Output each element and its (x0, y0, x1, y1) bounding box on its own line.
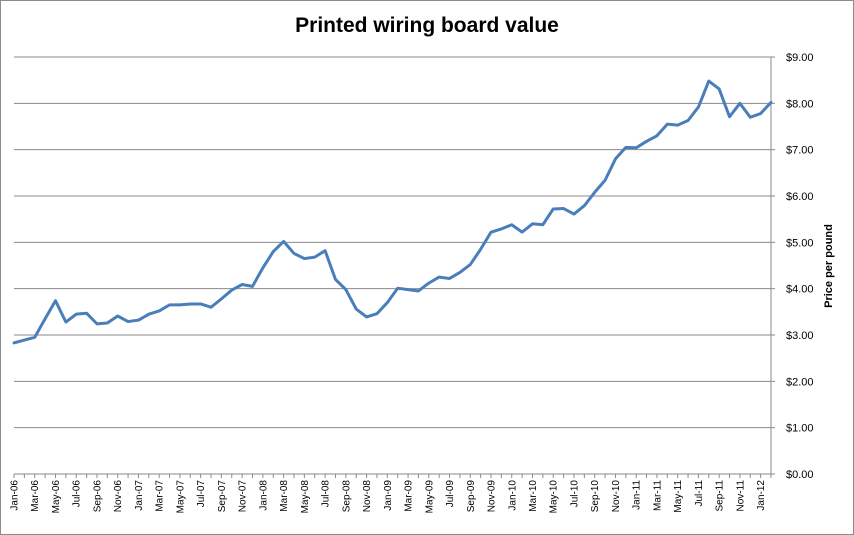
y-tick-label: $7.00 (786, 145, 814, 157)
series-line (12, 79, 773, 345)
y-tick-label: $0.00 (786, 469, 814, 481)
y-tick-label: $8.00 (786, 98, 814, 110)
x-tick-label: Jul-10 (569, 480, 580, 508)
x-tick-label: Sep-11 (715, 480, 726, 512)
x-tick-label: Jan-11 (632, 480, 643, 510)
y-tick-label: $4.00 (786, 284, 814, 296)
x-tick-label: May-08 (300, 480, 311, 514)
x-tick-label: Sep-07 (217, 480, 228, 513)
x-tick-label: Nov-10 (611, 480, 622, 513)
chart-title: Printed wiring board value (295, 14, 559, 37)
x-tick-label: May-07 (175, 480, 186, 514)
x-tick-label: Jan-12 (756, 480, 767, 511)
gridlines (14, 56, 772, 475)
y-tick-label: $5.00 (786, 237, 814, 249)
y-tick-label: $9.00 (786, 52, 814, 64)
y-tick-label: $3.00 (786, 330, 814, 342)
x-tick-label: Jan-07 (134, 480, 145, 511)
x-tick-label: Nov-11 (735, 480, 746, 512)
x-tick-label: May-11 (673, 480, 684, 513)
x-tick-label: Nov-09 (487, 480, 498, 513)
x-tick-label: May-09 (424, 480, 435, 514)
x-tick-label: Jan-10 (507, 480, 518, 511)
x-tick-label: Mar-10 (528, 480, 539, 512)
x-tick-label: Jan-06 (10, 480, 21, 511)
x-tick-label: Sep-08 (341, 480, 352, 513)
x-tick-label: Mar-09 (404, 480, 415, 512)
x-tick-label: Mar-11 (652, 480, 663, 511)
y-tick-label: $1.00 (786, 423, 814, 435)
x-tick-label: Mar-06 (30, 480, 41, 512)
y-axis-label: Price per pound (823, 224, 835, 308)
x-tick-label: Jul-09 (445, 480, 456, 508)
x-tick-label: Sep-09 (466, 480, 477, 513)
y-tick-label: $6.00 (786, 191, 814, 203)
x-tick-label: May-10 (549, 480, 560, 514)
x-tick-label: Mar-08 (279, 480, 290, 512)
x-tick-label: May-06 (51, 480, 62, 514)
x-tick-label: Mar-07 (155, 480, 166, 512)
y-tick-label: $2.00 (786, 376, 814, 388)
x-tick-label: Sep-06 (92, 480, 103, 513)
x-tick-label: Jan-09 (383, 480, 394, 511)
x-axis-ticks: Jan-06 Mar-06 May-06 Jul-06 Sep-06 Nov-06 Jan-… (10, 474, 772, 513)
x-tick-label: Sep-10 (590, 480, 601, 513)
y-axis-ticks: $0.00 $1.00 $2.00 $3.00 $4.00 $5.00 $6.00 $7.00… (771, 52, 814, 481)
x-tick-label: Nov-07 (238, 480, 249, 513)
series-group (12, 79, 773, 345)
x-tick-label: Jul-07 (196, 480, 207, 508)
x-tick-label: Jul-06 (72, 480, 83, 508)
x-tick-label: Jul-11 (694, 480, 705, 507)
x-tick-label: Nov-06 (113, 480, 124, 513)
x-tick-label: Nov-08 (362, 480, 373, 513)
x-tick-label: Jan-08 (258, 480, 269, 511)
x-tick-label: Jul-08 (321, 480, 332, 508)
